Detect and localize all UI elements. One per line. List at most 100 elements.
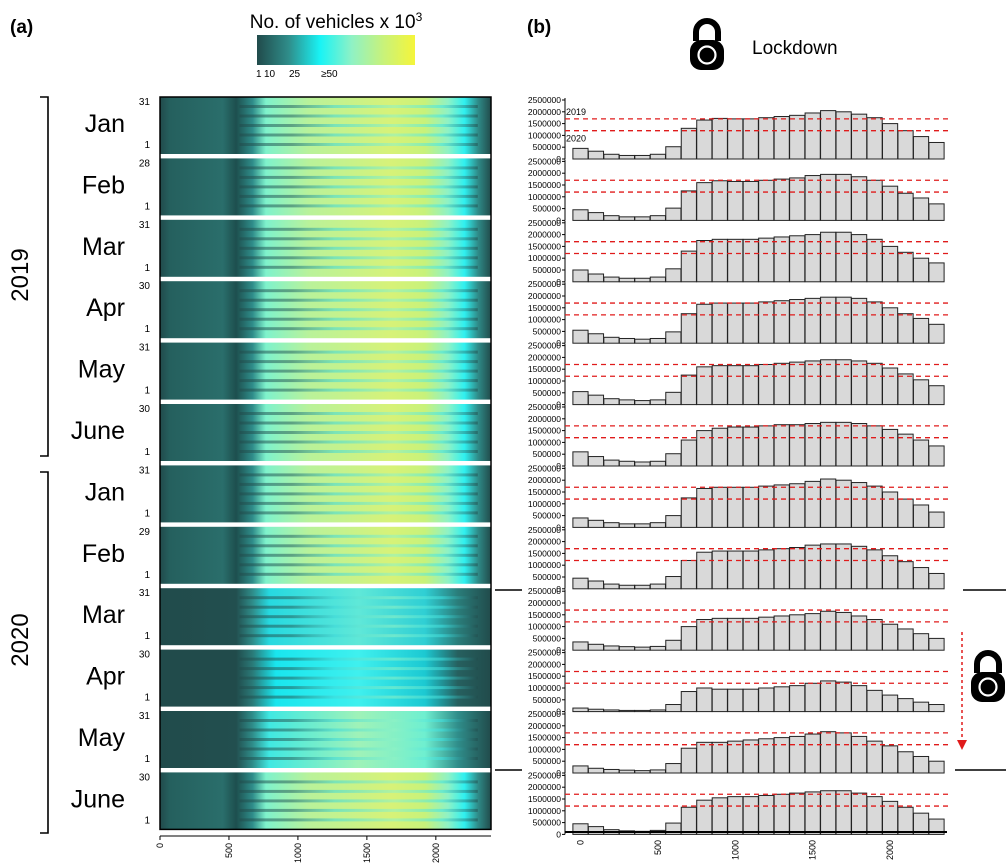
histogram-bar bbox=[912, 136, 930, 160]
histogram-y-tick-label: 2500000 bbox=[528, 770, 561, 780]
histogram-bar bbox=[866, 485, 883, 528]
heatmap-month-band bbox=[160, 588, 491, 646]
histogram-bar bbox=[649, 276, 666, 283]
day-label-top: 31 bbox=[139, 220, 151, 231]
weekend-row bbox=[239, 133, 478, 137]
histogram-bar bbox=[928, 572, 945, 590]
weekend-row bbox=[239, 482, 478, 486]
weekend-row bbox=[239, 534, 478, 538]
histogram-bar bbox=[773, 548, 790, 590]
histogram-bar bbox=[696, 182, 713, 221]
histogram-bar bbox=[649, 153, 666, 160]
histogram-bar bbox=[897, 806, 914, 835]
lockdown-label: Lockdown bbox=[752, 38, 838, 59]
histogram-y-tick-label: 500000 bbox=[533, 633, 562, 643]
histogram-y-tick-label: 1000000 bbox=[528, 744, 561, 754]
histogram-bar bbox=[928, 445, 945, 467]
day-label-bottom: 1 bbox=[144, 447, 150, 458]
histogram-bar bbox=[758, 485, 775, 528]
histogram-x-tick-label: 1500 bbox=[808, 840, 818, 860]
histogram-bar bbox=[881, 745, 899, 774]
histogram-bar bbox=[727, 118, 744, 160]
histogram-bar bbox=[881, 367, 899, 406]
histogram-bar bbox=[851, 360, 868, 406]
histogram-bar bbox=[634, 400, 651, 406]
histogram-bar bbox=[711, 741, 728, 774]
histogram-bar bbox=[572, 147, 589, 160]
heatmap-month-band bbox=[160, 772, 491, 830]
histogram-bar bbox=[665, 207, 682, 221]
histogram-bar bbox=[618, 277, 636, 283]
histogram-y-tick-label: 1000000 bbox=[528, 806, 561, 816]
histogram-bar bbox=[618, 646, 636, 651]
heatmap-month-band bbox=[160, 158, 491, 216]
histogram-y-tick-label: 1000000 bbox=[528, 253, 561, 263]
histogram-bar bbox=[696, 430, 713, 467]
histogram-bar bbox=[572, 765, 589, 774]
histogram-bar bbox=[866, 117, 883, 160]
histogram-y-tick-label: 2000000 bbox=[528, 414, 561, 424]
histogram-bar bbox=[835, 231, 852, 283]
histogram-y-tick-label: 1000000 bbox=[528, 437, 561, 447]
histogram-bar bbox=[665, 763, 682, 774]
histogram-bar bbox=[711, 550, 728, 590]
histogram-bar bbox=[820, 731, 837, 774]
day-label-bottom: 1 bbox=[144, 570, 150, 581]
histogram-y-tick-label: 0 bbox=[556, 461, 561, 471]
histogram-x-tick-label: 2000 bbox=[885, 840, 895, 860]
histogram-bar bbox=[618, 769, 636, 774]
weekend-row bbox=[239, 553, 478, 557]
heatmap-x-tick-label: 1000 bbox=[293, 843, 303, 863]
histogram-bar bbox=[680, 250, 697, 283]
histogram-bar bbox=[897, 192, 914, 221]
histogram-bar bbox=[820, 173, 837, 221]
weekend-row bbox=[239, 105, 478, 108]
histogram-bar bbox=[587, 273, 605, 283]
histogram-bar bbox=[758, 549, 775, 590]
histogram-bar bbox=[820, 680, 837, 713]
histogram-bar bbox=[727, 550, 744, 590]
weekend-row bbox=[239, 369, 478, 373]
weekend-row bbox=[239, 124, 478, 127]
histogram-bar bbox=[758, 179, 775, 221]
lockdown-arrow-head bbox=[957, 740, 967, 750]
weekend-row bbox=[239, 298, 478, 302]
histogram-bar bbox=[603, 398, 620, 406]
histogram-bar bbox=[820, 790, 837, 835]
histogram-bar bbox=[665, 268, 682, 283]
histogram-bar bbox=[835, 173, 852, 221]
histogram-y-tick-label: 2500000 bbox=[528, 279, 561, 289]
weekend-row bbox=[239, 818, 478, 822]
histogram-bar bbox=[804, 613, 821, 651]
histogram-bar bbox=[866, 179, 883, 221]
histogram-y-tick-label: 500000 bbox=[533, 204, 562, 214]
weekend-row bbox=[239, 175, 478, 179]
histogram-bar bbox=[727, 238, 744, 283]
histogram-y-tick-label: 1000000 bbox=[528, 622, 561, 632]
histogram-bar bbox=[773, 116, 790, 160]
histogram-bar bbox=[572, 391, 589, 406]
day-label-bottom: 1 bbox=[144, 815, 150, 826]
histogram-bar bbox=[711, 486, 728, 528]
weekend-row bbox=[239, 596, 478, 600]
histogram-bar bbox=[727, 617, 744, 651]
histogram-bar bbox=[928, 385, 945, 406]
histogram-bar bbox=[696, 551, 713, 590]
histogram-bar bbox=[634, 277, 651, 283]
histogram-bar bbox=[680, 190, 697, 221]
histogram-bar bbox=[804, 360, 821, 406]
histogram-bar bbox=[804, 544, 821, 590]
histogram-bar bbox=[711, 180, 728, 221]
weekend-row bbox=[239, 114, 478, 118]
histogram-bar bbox=[665, 576, 682, 590]
legend-colorbar bbox=[257, 35, 415, 65]
weekend-row bbox=[239, 789, 478, 793]
histogram-bar bbox=[773, 737, 790, 774]
histogram-y-tick-label: 2500000 bbox=[528, 648, 561, 658]
month-label: Feb bbox=[82, 540, 125, 568]
weekend-row bbox=[239, 719, 478, 722]
legend-ticks: 1 10 25 ≥50 bbox=[256, 69, 338, 80]
histogram-y-tick-label: 1500000 bbox=[528, 426, 561, 436]
